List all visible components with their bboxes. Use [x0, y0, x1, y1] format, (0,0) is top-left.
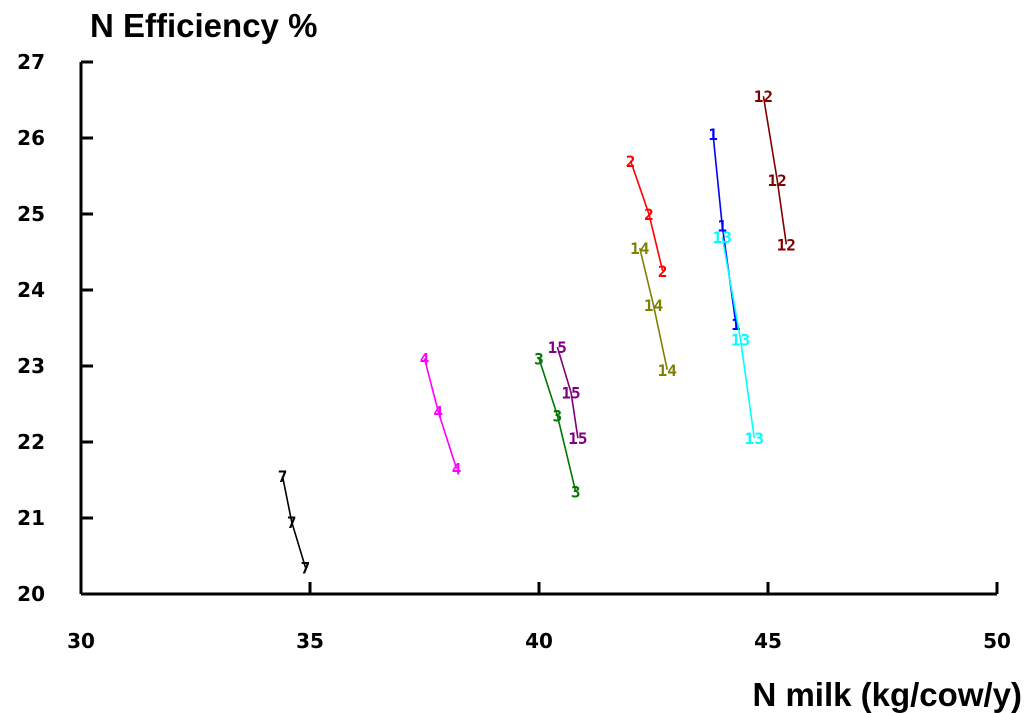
- data-point-label: 7: [278, 467, 288, 486]
- x-axis-label: N milk (kg/cow/y): [752, 676, 1022, 713]
- data-point-label: 3: [571, 482, 581, 501]
- series-15: 15 15 15: [548, 338, 588, 448]
- data-point-label: 14: [630, 239, 649, 258]
- data-point-label: 13: [713, 228, 732, 247]
- data-point-label: 12: [754, 87, 773, 106]
- series-13: 13 13 13: [713, 228, 764, 448]
- data-point-label: 15: [561, 384, 580, 403]
- series-line: [638, 248, 669, 370]
- data-point-label: 7: [301, 558, 311, 577]
- series-12: 12 12 12: [754, 87, 796, 254]
- data-point-label: 4: [452, 460, 462, 479]
- series-line: [762, 96, 788, 245]
- data-point-label: 4: [433, 403, 443, 422]
- data-point-label: 3: [552, 406, 562, 425]
- data-point-label: 2: [626, 152, 636, 171]
- y-tick-label: 22: [17, 430, 45, 454]
- chart-title: N Efficiency %: [90, 7, 317, 44]
- data-point-label: 2: [658, 262, 668, 281]
- x-tick-label: 40: [525, 629, 553, 653]
- x-tick-label: 35: [296, 629, 324, 653]
- series-line: [281, 476, 307, 568]
- data-point-label: 4: [420, 349, 430, 368]
- data-point-label: 2: [644, 205, 654, 224]
- y-tick-label: 25: [17, 202, 45, 226]
- x-tick-label: 45: [754, 629, 782, 653]
- data-point-label: 1: [717, 216, 727, 235]
- y-tick-label: 23: [17, 354, 45, 378]
- y-tick-label: 26: [17, 126, 45, 150]
- series-line: [556, 346, 579, 439]
- series-line: [423, 358, 458, 469]
- series-14: 14 14 14: [630, 239, 677, 380]
- series-7: 7 7 7: [278, 467, 311, 577]
- y-tick-label: 27: [17, 50, 45, 74]
- data-point-label: 15: [548, 338, 567, 357]
- data-point-label: 15: [568, 429, 587, 448]
- data-point-label: 12: [768, 171, 787, 190]
- data-point-label: 3: [534, 349, 544, 368]
- data-point-label: 1: [731, 315, 741, 334]
- series-3: 3 3 3: [534, 349, 580, 501]
- data-point-label: 12: [777, 235, 796, 254]
- data-point-label: 14: [658, 361, 677, 380]
- y-tick-label: 24: [17, 278, 45, 302]
- data-point-label: 13: [745, 429, 764, 448]
- series-2: 2 2 2: [626, 152, 668, 281]
- x-tick-label: 50: [983, 629, 1011, 653]
- series-line: [538, 358, 577, 492]
- y-tick-label: 21: [17, 506, 45, 530]
- y-tick-label: 20: [17, 582, 45, 606]
- series-4: 4 4 4: [420, 349, 462, 478]
- data-point-label: 7: [287, 513, 297, 532]
- series-line: [629, 160, 664, 272]
- data-point-label: 14: [644, 296, 663, 315]
- series-line: [721, 236, 756, 439]
- x-tick-label: 30: [67, 629, 95, 653]
- data-point-label: 1: [708, 125, 718, 144]
- data-point-label: 13: [731, 330, 750, 349]
